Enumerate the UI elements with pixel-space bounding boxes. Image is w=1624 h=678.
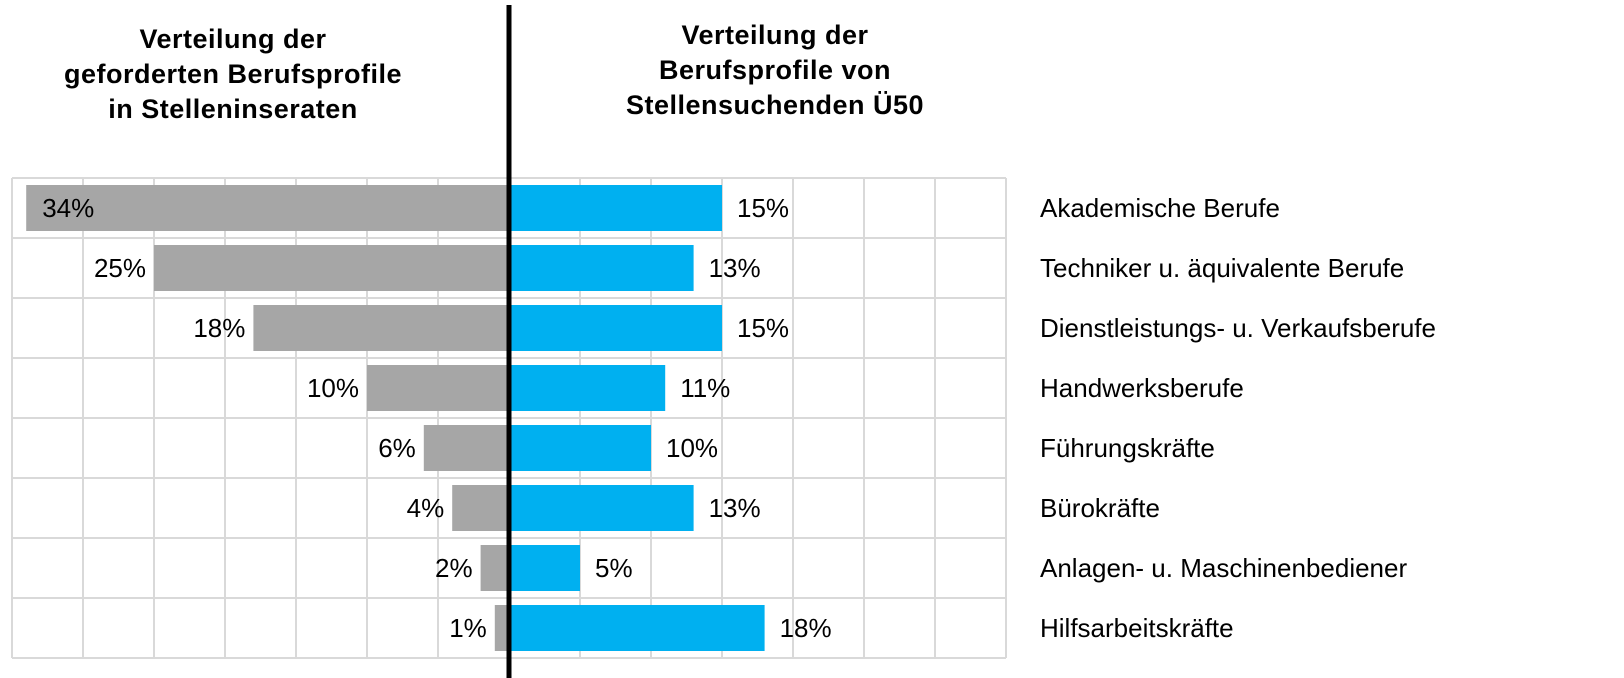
bar (509, 305, 722, 351)
category-label: Techniker u. äquivalente Berufe (1040, 253, 1404, 283)
value-label: 5% (595, 553, 633, 583)
bar (423, 425, 509, 471)
bar (509, 245, 694, 291)
value-label: 4% (407, 493, 445, 523)
category-label: Führungskräfte (1040, 433, 1215, 463)
bar (509, 425, 651, 471)
bar (26, 185, 509, 231)
series-title: Verteilung der Berufsprofile von Stellen… (625, 20, 925, 120)
category-label: Bürokräfte (1040, 493, 1160, 523)
value-label: 10% (307, 373, 359, 403)
value-label: 13% (709, 253, 761, 283)
value-label: 6% (378, 433, 416, 463)
category-label: Dienstleistungs- u. Verkaufsberufe (1040, 313, 1436, 343)
bar (509, 545, 580, 591)
category-label: Handwerksberufe (1040, 373, 1244, 403)
bar (480, 545, 509, 591)
bar (154, 245, 509, 291)
category-label: Akademische Berufe (1040, 193, 1280, 223)
bar (452, 485, 509, 531)
value-label: 13% (709, 493, 761, 523)
series-title: Verteilung der geforderten Berufsprofile… (63, 24, 403, 124)
value-label: 10% (666, 433, 718, 463)
value-label: 18% (193, 313, 245, 343)
value-label: 25% (94, 253, 146, 283)
value-label: 2% (435, 553, 473, 583)
bar (494, 605, 509, 651)
value-label: 34% (42, 193, 94, 223)
bar (253, 305, 509, 351)
value-label: 15% (737, 193, 789, 223)
category-label: Anlagen- u. Maschinenbediener (1040, 553, 1407, 583)
bar (509, 185, 722, 231)
bar (367, 365, 509, 411)
bar (509, 485, 694, 531)
bar (509, 365, 666, 411)
value-label: 15% (737, 313, 789, 343)
bar (509, 605, 765, 651)
category-label: Hilfsarbeitskräfte (1040, 613, 1234, 643)
value-label: 11% (680, 373, 730, 403)
value-label: 1% (449, 613, 487, 643)
value-label: 18% (780, 613, 832, 643)
